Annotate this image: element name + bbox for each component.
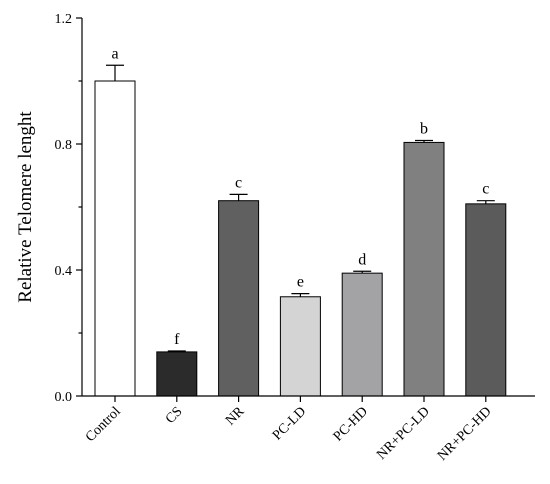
significance-label-4: d <box>358 251 366 268</box>
category-label-5: NR+PC-LD <box>374 404 433 463</box>
category-label-4: PC-HD <box>331 404 371 444</box>
bar-4 <box>341 272 383 397</box>
bar-1 <box>156 351 198 397</box>
significance-label-1: f <box>174 331 180 348</box>
bars <box>94 80 507 397</box>
bar-3 <box>279 296 321 397</box>
category-label-6: NR+PC-HD <box>435 404 495 464</box>
significance-label-3: e <box>297 274 304 291</box>
category-labels: Control CS NR PC-LD PC-HD NR+PC-LD NR+PC-HD <box>83 396 495 464</box>
category-label-0: Control <box>83 404 124 445</box>
significance-labels: a f c e d b c <box>111 45 489 348</box>
category-label-1: CS <box>163 404 186 427</box>
significance-label-6: c <box>482 181 489 198</box>
y-axis-ticks: 0.0 0.4 0.8 1.2 <box>55 12 82 405</box>
significance-label-0: a <box>111 45 118 62</box>
y-tick-label-3: 1.2 <box>55 12 73 27</box>
y-tick-label-0: 0.0 <box>55 390 73 405</box>
significance-label-5: b <box>420 121 428 138</box>
y-axis-label: Relative Telomere lenght <box>15 111 36 303</box>
error-bars <box>106 64 495 352</box>
bar-2 <box>218 200 260 397</box>
y-tick-label-2: 0.8 <box>55 138 73 153</box>
bar-0 <box>94 80 136 397</box>
bar-5 <box>403 141 445 397</box>
y-tick-label-1: 0.4 <box>55 264 73 279</box>
bar-6 <box>465 203 507 397</box>
category-label-2: NR <box>223 404 248 429</box>
significance-label-2: c <box>235 174 242 191</box>
category-label-3: PC-LD <box>270 404 309 443</box>
